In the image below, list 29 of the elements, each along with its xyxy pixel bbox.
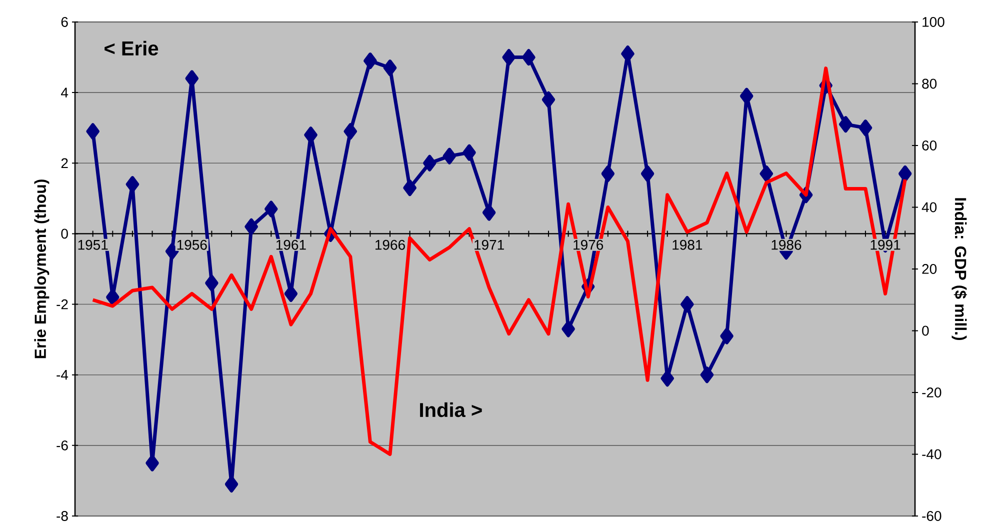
- x-tick-label: 1976: [574, 240, 604, 250]
- y-tick-label: -6: [56, 440, 68, 450]
- y2-tick-label: 100: [922, 17, 944, 27]
- y2-tick-label: -20: [922, 388, 942, 398]
- y-tick-label: -4: [56, 370, 68, 380]
- y-tick-label: 0: [61, 228, 68, 239]
- x-tick-label: 1956: [177, 240, 207, 250]
- x-tick-label: 1951: [78, 240, 108, 250]
- y-axis-title: Erie Employment (thou): [34, 180, 50, 358]
- y2-tick-label: -40: [922, 449, 942, 460]
- y-tick-label: 4: [61, 88, 68, 98]
- x-tick-label: 1961: [276, 240, 306, 250]
- y-tick-label: 6: [61, 17, 68, 27]
- y2-tick-label: 20: [922, 264, 937, 274]
- y-tick-label: -8: [56, 511, 68, 521]
- y2-tick-label: 0: [922, 326, 929, 336]
- y-tick-label: -2: [56, 299, 68, 310]
- x-tick-label: 1966: [376, 240, 405, 250]
- x-tick-label: 1981: [672, 240, 702, 250]
- y-tick-label: 2: [61, 158, 68, 168]
- x-tick-label: 1971: [474, 240, 504, 250]
- y2-axis-title: India: GDP ($ mill.): [952, 198, 967, 340]
- annotation: India >: [420, 402, 482, 418]
- annotation: < Erie: [104, 40, 158, 56]
- y2-tick-label: 80: [922, 78, 937, 89]
- y2-tick-label: 60: [922, 140, 937, 150]
- y2-tick-label: -60: [922, 511, 942, 521]
- y2-tick-label: 40: [922, 202, 937, 212]
- x-tick-label: 1986: [772, 240, 802, 250]
